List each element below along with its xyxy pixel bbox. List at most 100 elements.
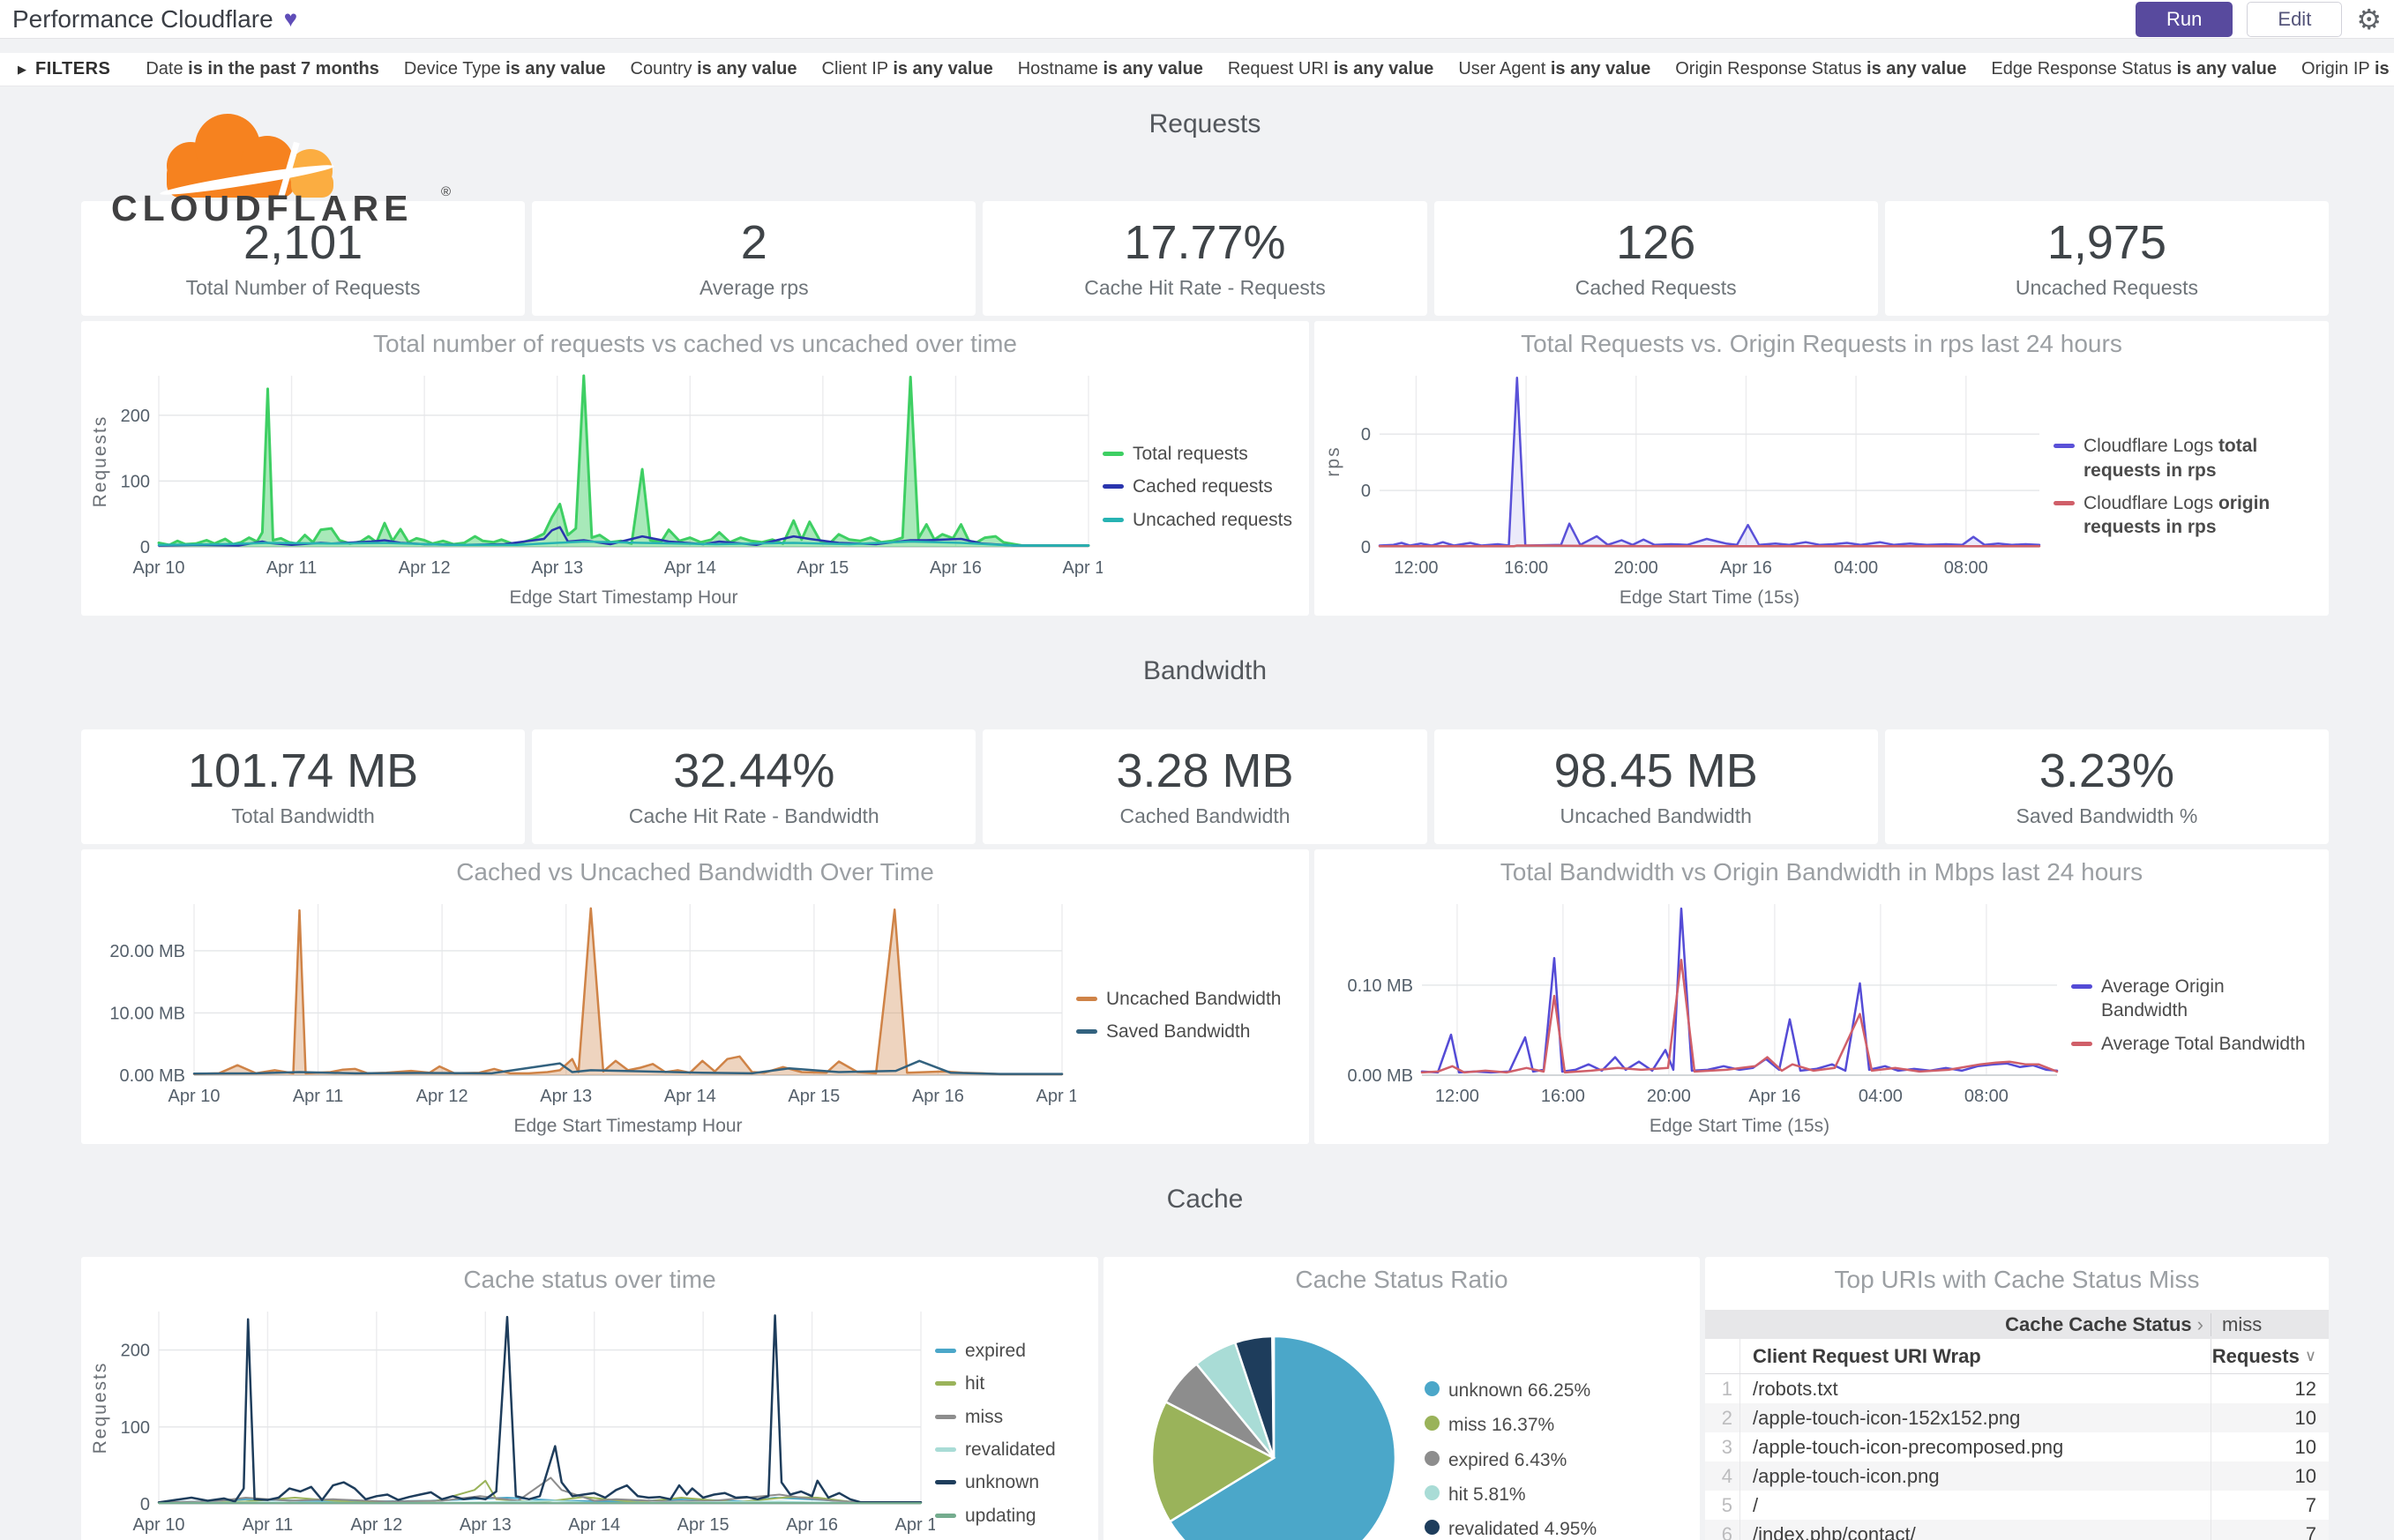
svg-text:Apr 16: Apr 16 xyxy=(1748,1087,1800,1106)
filter-item[interactable]: Date is in the past 7 months xyxy=(146,59,379,78)
svg-text:Apr 17: Apr 17 xyxy=(895,1515,935,1535)
table-top-uris-cache-miss: Top URIs with Cache Status Miss Cache Ca… xyxy=(1705,1257,2329,1540)
filter-item[interactable]: Origin Response Status is any value xyxy=(1675,59,1967,78)
legend-swatch-icon xyxy=(2054,444,2075,449)
svg-text:Apr 12: Apr 12 xyxy=(399,558,451,578)
uri-cell[interactable]: /robots.txt xyxy=(1753,1377,1838,1400)
svg-text:Apr 16: Apr 16 xyxy=(1720,558,1772,578)
chart-canvas: 0 100 200 Apr 10 Apr 11 Apr 12 Apr 13 Apr 14 Apr… xyxy=(90,374,1103,608)
kpi-value: 3.23% xyxy=(2039,744,2174,797)
legend-item[interactable]: Cloudflare Logs origin requests in rps xyxy=(2054,491,2309,540)
kpi-value: 126 xyxy=(1616,215,1696,269)
legend-item[interactable]: revalidated xyxy=(935,1438,1056,1462)
legend-label: updating xyxy=(965,1505,1036,1526)
filter-item[interactable]: Edge Response Status is any value xyxy=(1991,59,2277,78)
uri-cell[interactable]: /apple-touch-icon-152x152.png xyxy=(1753,1406,2021,1429)
legend-dot-icon xyxy=(1425,1484,1440,1500)
svg-text:0: 0 xyxy=(1361,482,1371,501)
kpi-tile: 17.77% Cache Hit Rate - Requests xyxy=(983,201,1427,316)
filter-item[interactable]: Origin IP is any value xyxy=(2300,59,2394,78)
legend-item[interactable]: Total requests xyxy=(1103,442,1292,466)
chart-legend: Average Origin Bandwidth Average Total Ba… xyxy=(2071,975,2309,1056)
svg-text:Apr 11: Apr 11 xyxy=(243,1515,293,1535)
filters-label: FILTERS xyxy=(35,59,111,78)
uri-cell[interactable]: /index.php/contact/ xyxy=(1753,1522,1916,1540)
run-button[interactable]: Run xyxy=(2136,1,2233,37)
legend-item[interactable]: Cached requests xyxy=(1103,475,1292,498)
dashboard-title: Performance Cloudflare xyxy=(12,4,273,33)
svg-text:20:00: 20:00 xyxy=(1614,558,1658,578)
kpi-label: Total Number of Requests xyxy=(185,276,421,300)
legend-item[interactable]: Average Origin Bandwidth xyxy=(2071,975,2309,1023)
uri-cell[interactable]: / xyxy=(1753,1493,1759,1516)
pie-legend-item[interactable]: hit 5.81% xyxy=(1425,1483,1597,1506)
chart-title: Total number of requests vs cached vs un… xyxy=(373,330,1017,357)
pivot-header[interactable]: Cache Cache Status › xyxy=(2005,1312,2203,1335)
legend-label: expired 6.43% xyxy=(1448,1449,1567,1470)
legend-item[interactable]: Uncached Bandwidth xyxy=(1076,987,1281,1011)
kpi-tile: 101.74 MB Total Bandwidth xyxy=(81,729,526,844)
kpi-tile: 3.28 MB Cached Bandwidth xyxy=(983,729,1427,844)
requests-cell: 10 xyxy=(2211,1432,2329,1462)
legend-label: miss 16.37% xyxy=(1448,1415,1555,1436)
table-body: 1/robots.txt 12 2/apple-touch-icon-152x152… xyxy=(1705,1374,2329,1540)
legend-label: hit 5.81% xyxy=(1448,1484,1526,1505)
pie-legend-item[interactable]: unknown 66.25% xyxy=(1425,1379,1597,1402)
filter-item[interactable]: Hostname is any value xyxy=(1017,59,1203,78)
legend-swatch-icon xyxy=(2071,984,2092,990)
chart-rps-24h: Total Requests vs. Origin Requests in rp… xyxy=(1314,321,2329,616)
uri-cell[interactable]: /apple-touch-icon.png xyxy=(1753,1464,1940,1487)
svg-text:20.00 MB: 20.00 MB xyxy=(109,942,185,961)
legend-item[interactable]: Average Total Bandwidth xyxy=(2071,1032,2309,1056)
filter-item[interactable]: Device Type is any value xyxy=(403,59,606,78)
svg-text:Requests: Requests xyxy=(90,415,110,508)
pie-legend-item[interactable]: expired 6.43% xyxy=(1425,1448,1597,1472)
pie-legend-item[interactable]: miss 16.37% xyxy=(1425,1413,1597,1437)
legend-item[interactable]: miss xyxy=(935,1405,1056,1429)
kpi-tile: 98.45 MB Uncached Bandwidth xyxy=(1433,729,1878,844)
svg-text:Apr 13: Apr 13 xyxy=(460,1515,512,1535)
svg-text:04:00: 04:00 xyxy=(1859,1087,1903,1106)
filter-item[interactable]: Client IP is any value xyxy=(821,59,993,78)
uri-column-header[interactable]: Client Request URI Wrap xyxy=(1753,1344,1981,1367)
legend-item[interactable]: unknown xyxy=(935,1470,1056,1494)
kpi-tile: 2 Average rps xyxy=(532,201,976,316)
legend-item[interactable]: Saved Bandwidth xyxy=(1076,1020,1281,1043)
legend-swatch-icon xyxy=(2071,1041,2092,1046)
chart-requests-over-time: Total number of requests vs cached vs un… xyxy=(81,321,1309,616)
kpi-label: Saved Bandwidth % xyxy=(2016,804,2198,828)
row-number-header xyxy=(1705,1339,1740,1373)
svg-text:04:00: 04:00 xyxy=(1834,558,1878,578)
filter-item[interactable]: Country is any value xyxy=(630,59,797,78)
legend-swatch-icon xyxy=(1103,452,1124,457)
filters-expander[interactable]: ▶ FILTERS xyxy=(18,59,110,79)
requests-column-header[interactable]: Requests ∨ xyxy=(2211,1339,2329,1373)
requests-cell: 7 xyxy=(2211,1520,2329,1540)
legend-swatch-icon xyxy=(2054,501,2075,505)
uri-cell[interactable]: /apple-touch-icon-precomposed.png xyxy=(1753,1435,2064,1458)
kpi-label: Average rps xyxy=(699,276,809,300)
legend-item[interactable]: updating xyxy=(935,1504,1056,1528)
triangle-right-icon: ▶ xyxy=(18,62,26,76)
section-title-requests: Requests xyxy=(1148,109,1261,138)
chart-bandwidth-24h: Total Bandwidth vs Origin Bandwidth in M… xyxy=(1314,849,2329,1144)
table-header-row: Client Request URI Wrap Requests ∨ xyxy=(1705,1339,2329,1374)
legend-item[interactable]: expired xyxy=(935,1339,1056,1363)
svg-text:200: 200 xyxy=(121,1342,150,1361)
pie-legend-item[interactable]: revalidated 4.95% xyxy=(1425,1517,1597,1540)
legend-item[interactable]: hit xyxy=(935,1372,1056,1395)
filter-item[interactable]: Request URI is any value xyxy=(1227,59,1434,78)
filter-item[interactable]: User Agent is any value xyxy=(1458,59,1651,78)
gear-icon[interactable]: ⚙ xyxy=(2356,3,2382,35)
legend-item[interactable]: Uncached requests xyxy=(1103,508,1292,532)
edit-button[interactable]: Edit xyxy=(2247,1,2343,37)
chart-canvas: 0 0 0 12:00 16:00 20:00 Apr 16 04:00 08:00 Edge S… xyxy=(1323,376,2041,608)
chart-canvas: 0.00 MB 0.10 MB 12:00 16:00 20:00 Apr 16 04:00… xyxy=(1348,904,2059,1136)
svg-text:Apr 11: Apr 11 xyxy=(266,558,317,578)
legend-label: Uncached Bandwidth xyxy=(1106,988,1282,1009)
legend-label: miss xyxy=(965,1406,1004,1427)
legend-item[interactable]: Cloudflare Logs total requests in rps xyxy=(2054,434,2309,482)
row-number: 4 xyxy=(1705,1462,1740,1491)
row-number: 1 xyxy=(1705,1374,1740,1403)
svg-text:0: 0 xyxy=(1361,425,1371,445)
